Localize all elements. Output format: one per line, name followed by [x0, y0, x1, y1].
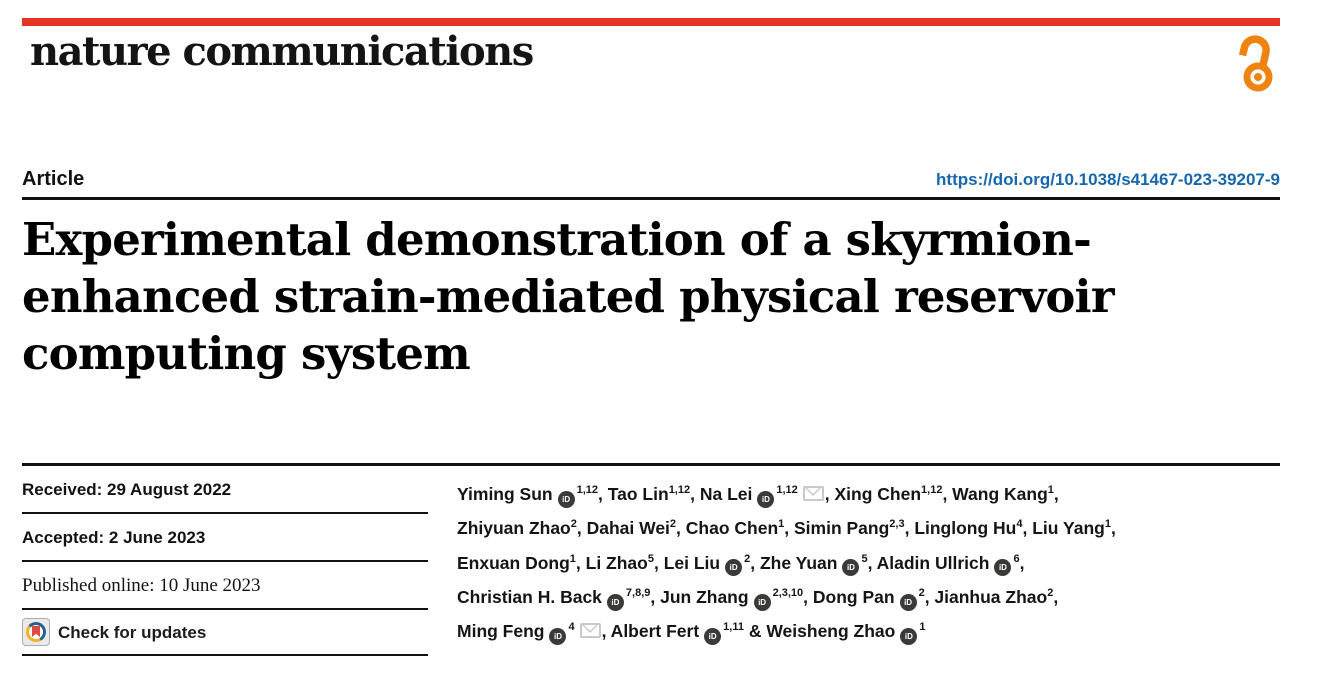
author-line: Zhiyuan Zhao2, Dahai Wei2, Chao Chen1, S…	[457, 509, 1280, 543]
author-name-text: , Li Zhao	[575, 552, 648, 573]
accepted-date: Accepted: 2 June 2023	[22, 514, 428, 562]
title-line-1: Experimental demonstration of a skyrmion…	[22, 213, 1092, 266]
author-name-text: , Aladin Ullrich	[867, 552, 990, 573]
masthead: nature communications	[22, 26, 1280, 100]
author-name-text: , Chao Chen	[676, 518, 779, 539]
author-name-text: Christian H. Back	[457, 586, 602, 607]
author-name-text: , Jianhua Zhao	[924, 586, 1048, 607]
author-line: Enxuan Dong1, Li Zhao5, Lei Liu iD2, Zhe …	[457, 544, 1280, 578]
author-block: Yiming Sun iD1,12, Tao Lin1,12, Na Lei iD1…	[457, 466, 1280, 656]
author-name-text: , Simin Pang	[784, 518, 890, 539]
title-separator-rule	[22, 463, 1280, 466]
affiliation-superscript: 7,8,9	[625, 586, 651, 599]
author-name-text: , Liu Yang	[1022, 518, 1105, 539]
title-line-3: computing system	[22, 327, 471, 380]
author-name-text: ,	[1053, 483, 1059, 504]
author-name-text: , Xing Chen	[824, 483, 922, 504]
open-access-lock-icon	[1238, 33, 1278, 100]
check-for-updates-label: Check for updates	[58, 622, 207, 642]
affiliation-superscript: 4	[1016, 518, 1023, 531]
orcid-icon[interactable]: iD	[557, 490, 575, 508]
affiliation-superscript: 2	[918, 586, 925, 599]
affiliation-superscript: 2	[744, 552, 751, 565]
affiliation-superscript: 1,12	[668, 484, 691, 496]
title-line-2: enhanced strain-mediated physical reserv…	[22, 270, 1115, 323]
timeline-column: Received: 29 August 2022 Accepted: 2 Jun…	[22, 466, 428, 656]
published-date: Published online: 10 June 2023	[22, 562, 428, 610]
orcid-icon[interactable]: iD	[753, 593, 771, 611]
orcid-icon[interactable]: iD	[842, 559, 860, 577]
author-name-text: & Weisheng Zhao	[743, 621, 896, 642]
author-line: Ming Feng iD4, Albert Fert iD1,11 & Weishe…	[457, 612, 1280, 646]
orcid-icon[interactable]: iD	[899, 593, 917, 611]
affiliation-superscript: 5	[647, 552, 654, 565]
author-name-text: , Lei Liu	[653, 552, 721, 573]
author-name-text: , Zhe Yuan	[750, 552, 838, 573]
orcid-icon[interactable]: iD	[549, 628, 567, 646]
article-header-row: Article https://doi.org/10.1038/s41467-0…	[22, 166, 1280, 192]
author-name-text: , Dong Pan	[803, 586, 895, 607]
orcid-icon[interactable]: iD	[757, 490, 775, 508]
author-name-text: ,	[1053, 586, 1059, 607]
affiliation-superscript: 1	[1047, 484, 1054, 496]
author-line: Yiming Sun iD1,12, Tao Lin1,12, Na Lei iD1…	[457, 475, 1280, 509]
author-name-text: Zhiyuan Zhao	[457, 518, 571, 539]
affiliation-superscript: 1	[778, 518, 785, 531]
orcid-icon[interactable]: iD	[606, 593, 624, 611]
author-name-text: ,	[1019, 552, 1025, 573]
article-type-label: Article	[22, 168, 85, 190]
author-name-text: Ming Feng	[457, 621, 545, 642]
paper-title: Experimental demonstration of a skyrmion…	[22, 211, 1280, 382]
email-icon[interactable]	[802, 485, 824, 501]
affiliation-superscript: 1,12	[776, 484, 798, 496]
orcid-icon[interactable]: iD	[704, 628, 722, 646]
affiliation-superscript: 1,12	[921, 484, 943, 496]
affiliation-superscript: 2,3	[889, 518, 905, 531]
affiliation-superscript: 6	[1013, 552, 1020, 565]
affiliation-superscript: 5	[861, 552, 868, 565]
masthead-accent-bar	[22, 18, 1280, 26]
orcid-icon[interactable]: iD	[994, 559, 1012, 577]
affiliation-superscript: 4	[568, 621, 575, 634]
author-name-text: , Na Lei	[690, 483, 753, 504]
author-name-text: , Albert Fert	[601, 621, 700, 642]
affiliation-superscript: 2,3,10	[772, 586, 804, 599]
author-name-text: ,	[1110, 518, 1116, 539]
author-name-text: , Dahai Wei	[576, 518, 670, 539]
author-name-text: Enxuan Dong	[457, 552, 570, 573]
header-rule	[22, 197, 1280, 200]
doi-link[interactable]: https://doi.org/10.1038/s41467-023-39207…	[936, 170, 1280, 189]
author-name-text: Yiming Sun	[457, 483, 553, 504]
check-for-updates-button[interactable]: Check for updates	[22, 610, 428, 656]
affiliation-superscript: 2	[570, 518, 577, 531]
crossmark-icon	[22, 618, 50, 646]
affiliation-superscript: 2	[669, 518, 677, 531]
orcid-icon[interactable]: iD	[725, 559, 743, 577]
orcid-icon[interactable]: iD	[900, 628, 918, 646]
affiliation-superscript: 1,12	[576, 484, 599, 496]
author-name-text: , Tao Lin	[598, 483, 669, 504]
email-icon[interactable]	[579, 623, 601, 639]
author-line: Christian H. Back iD7,8,9, Jun Zhang iD2,3…	[457, 578, 1280, 612]
affiliation-superscript: 1	[919, 621, 926, 634]
affiliation-superscript: 1	[1104, 518, 1111, 531]
author-name-text: , Jun Zhang	[650, 586, 749, 607]
author-name-text: , Wang Kang	[942, 483, 1048, 504]
affiliation-superscript: 2	[1047, 586, 1054, 599]
author-name-text: , Linglong Hu	[904, 518, 1017, 539]
received-date: Received: 29 August 2022	[22, 466, 428, 514]
affiliation-superscript: 1,11	[723, 621, 744, 634]
affiliation-superscript: 1	[569, 552, 576, 565]
journal-logo: nature communications	[30, 28, 534, 75]
